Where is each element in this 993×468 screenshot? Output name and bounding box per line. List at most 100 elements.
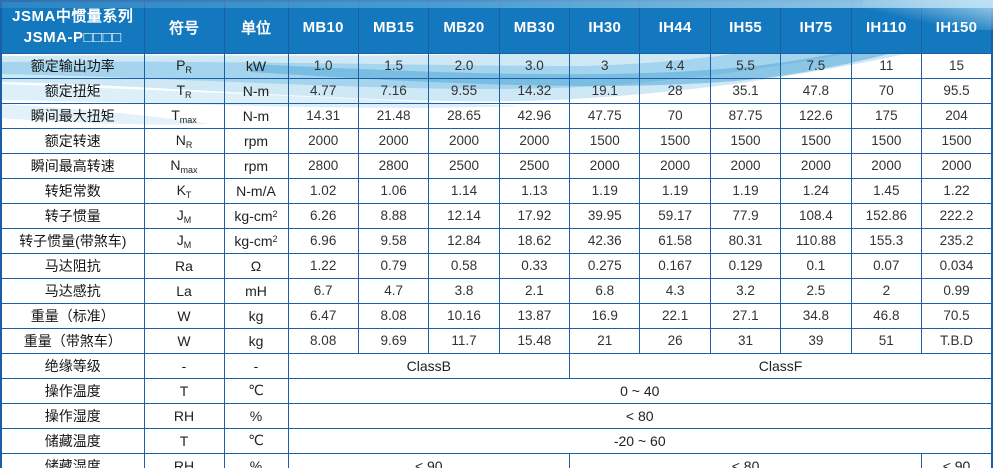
spec-table-body: 额定输出功率 PR kW 1.0 1.5 2.0 3.0 3 4.4 5.5 7.5 11 15 额定扭矩… [0, 52, 993, 468]
symbol-subscript: M [183, 239, 192, 250]
spec-value-cell: 3.8 [428, 277, 500, 304]
column-header-model-mb15: MB15 [357, 0, 430, 54]
spec-value-cell: 1.19 [709, 177, 782, 204]
spec-value-cell: 12.14 [428, 202, 500, 229]
spec-row-label: 马达阻抗 [0, 252, 145, 279]
spec-row: 操作温度 T ℃ 0 ~ 40 [0, 377, 993, 404]
spec-value-cell: 77.9 [709, 202, 782, 229]
spec-value-cell: 47.8 [780, 77, 852, 104]
spec-value-cell: 51 [850, 327, 923, 354]
spec-value-cell: 42.36 [569, 227, 641, 254]
spec-value-cell: 4.7 [357, 277, 430, 304]
spec-value-cell: 8.88 [357, 202, 430, 229]
spec-value-cell: 2800 [357, 152, 430, 179]
spec-value-cell: 8.08 [357, 302, 430, 329]
spec-value-cell: 6.47 [287, 302, 359, 329]
spec-span-cell: ClassF [569, 352, 993, 379]
symbol-subscript: R [185, 139, 193, 150]
spec-row-unit: kW [223, 52, 289, 79]
spec-value-cell: 1.14 [428, 177, 500, 204]
spec-row-label: 储藏温度 [0, 427, 145, 454]
spec-value-cell: 70 [639, 102, 711, 129]
spec-value-cell: 7.16 [357, 77, 430, 104]
spec-row: 额定转速 NR rpm 2000 2000 2000 2000 1500 1500 1500 150… [0, 127, 993, 154]
spec-value-cell: 2500 [498, 152, 571, 179]
spec-value-cell: 21 [569, 327, 641, 354]
spec-value-cell: 2000 [921, 152, 993, 179]
spec-value-cell: 2500 [428, 152, 500, 179]
spec-value-cell: 6.7 [287, 277, 359, 304]
series-title-line2: JSMA-P□□□□ [23, 29, 122, 47]
symbol-subscript: M [183, 214, 192, 225]
spec-value-cell: 122.6 [780, 102, 852, 129]
spec-row-unit: - [223, 352, 289, 379]
spec-value-cell: 0.99 [921, 277, 993, 304]
spec-row-symbol: La [143, 277, 225, 304]
column-header-symbol: 符号 [143, 0, 225, 54]
spec-row-symbol: Ra [143, 252, 225, 279]
spec-row: 转子惯量 JM kg-cm2 6.26 8.88 12.14 17.92 39.95 59.17… [0, 202, 993, 229]
spec-value-cell: 152.86 [850, 202, 923, 229]
symbol-subscript: max [179, 114, 197, 125]
spec-value-cell: 17.92 [498, 202, 571, 229]
spec-value-cell: 5.5 [709, 52, 782, 79]
spec-value-cell: 11 [850, 52, 923, 79]
column-header-model-ih75: IH75 [780, 0, 852, 54]
spec-row-unit: ℃ [223, 427, 289, 454]
spec-value-cell: 1.19 [639, 177, 711, 204]
spec-value-cell: 0.33 [498, 252, 571, 279]
spec-value-cell: 28 [639, 77, 711, 104]
spec-row: 转子惯量(带煞车) JM kg-cm2 6.96 9.58 12.84 18.62 42.36… [0, 227, 993, 254]
spec-value-cell: 34.8 [780, 302, 852, 329]
spec-value-cell: 204 [921, 102, 993, 129]
spec-value-cell: 46.8 [850, 302, 923, 329]
spec-value-cell: 1500 [921, 127, 993, 154]
spec-row-symbol: T [143, 377, 225, 404]
spec-row: 马达阻抗 Ra Ω 1.22 0.79 0.58 0.33 0.275 0.167 0.129 0.… [0, 252, 993, 279]
symbol-subscript: T [185, 189, 192, 200]
spec-row-symbol: RH [143, 452, 225, 468]
spec-row-symbol: W [143, 327, 225, 354]
spec-value-cell: 3 [569, 52, 641, 79]
spec-value-cell: 4.4 [639, 52, 711, 79]
spec-value-cell: 1500 [780, 127, 852, 154]
spec-value-cell: 108.4 [780, 202, 852, 229]
spec-value-cell: 0.07 [850, 252, 923, 279]
spec-value-cell: 19.1 [569, 77, 641, 104]
spec-value-cell: 59.17 [639, 202, 711, 229]
spec-value-cell: 175 [850, 102, 923, 129]
spec-row-symbol: W [143, 302, 225, 329]
spec-row-unit: N-m [223, 77, 289, 104]
spec-value-cell: 80.31 [709, 227, 782, 254]
symbol-subscript: max [180, 164, 198, 175]
spec-row: 瞬间最大扭矩 Tmax N-m 14.31 21.48 28.65 42.96 47.75 70… [0, 102, 993, 129]
spec-row-unit: kg-cm2 [223, 202, 289, 229]
spec-value-cell: 39.95 [569, 202, 641, 229]
spec-value-cell: 39 [780, 327, 852, 354]
spec-value-cell: 10.16 [428, 302, 500, 329]
spec-row-symbol: RH [143, 402, 225, 429]
spec-row: 绝缘等级 - - ClassB ClassF [0, 352, 993, 379]
spec-value-cell: 21.48 [357, 102, 430, 129]
spec-value-cell: 0.1 [780, 252, 852, 279]
spec-row-label: 重量（标准） [0, 302, 145, 329]
spec-span-cell: < 90 [287, 452, 571, 468]
spec-span-cell: 0 ~ 40 [287, 377, 993, 404]
spec-row-unit: N-m [223, 102, 289, 129]
spec-value-cell: 0.58 [428, 252, 500, 279]
spec-row-unit: rpm [223, 152, 289, 179]
spec-row-symbol: NR [143, 127, 225, 154]
spec-row-label: 储藏湿度 [0, 452, 145, 468]
column-header-model-mb20: MB20 [428, 0, 500, 54]
spec-row: 瞬间最高转速 Nmax rpm 2800 2800 2500 2500 2000 2000 200… [0, 152, 993, 179]
spec-row: 转矩常数 KT N-m/A 1.02 1.06 1.14 1.13 1.19 1.19 1.19 1… [0, 177, 993, 204]
spec-value-cell: 2000 [357, 127, 430, 154]
column-header-model-ih150: IH150 [921, 0, 993, 54]
column-header-model-ih30: IH30 [569, 0, 641, 54]
spec-value-cell: 9.69 [357, 327, 430, 354]
spec-value-cell: 0.79 [357, 252, 430, 279]
spec-row: 马达感抗 La mH 6.7 4.7 3.8 2.1 6.8 4.3 3.2 2.5 2 0.99 [0, 277, 993, 304]
spec-value-cell: 4.3 [639, 277, 711, 304]
